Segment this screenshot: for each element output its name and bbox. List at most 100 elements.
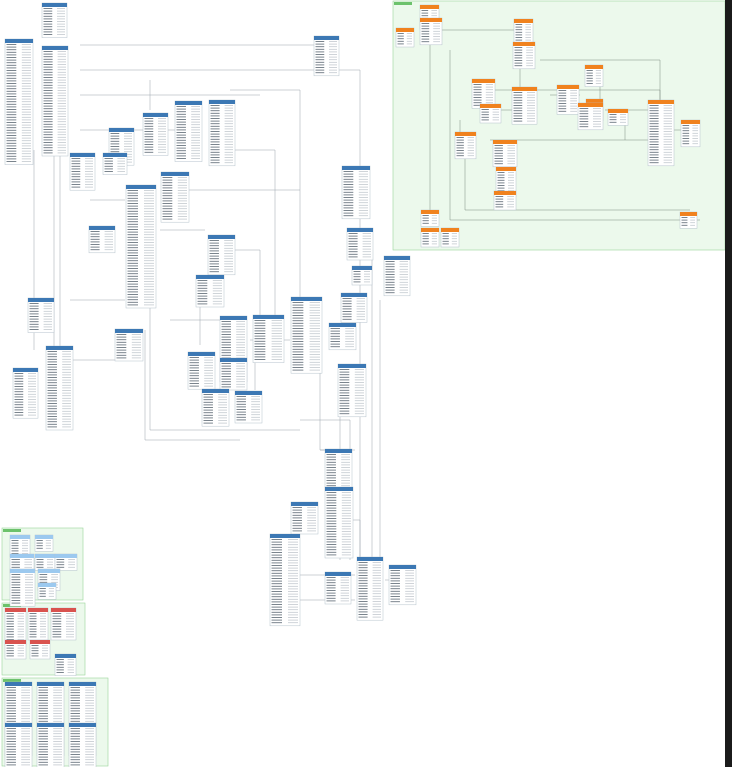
entity-table-header[interactable] <box>357 557 383 561</box>
entity-table-header[interactable] <box>513 42 535 46</box>
entity-table-header[interactable] <box>69 723 96 727</box>
entity-table-header[interactable] <box>35 535 53 539</box>
entity-table-header[interactable] <box>384 256 410 260</box>
entity-table-header[interactable] <box>5 39 33 43</box>
entity-table-header[interactable] <box>480 104 501 108</box>
entity-table-header[interactable] <box>608 109 628 113</box>
entity-table-header[interactable] <box>680 212 697 216</box>
entity-table-header[interactable] <box>493 140 517 144</box>
entity-table[interactable] <box>160 171 190 223</box>
entity-table-header[interactable] <box>578 103 603 107</box>
entity-table-header[interactable] <box>37 723 64 727</box>
entity-table-header[interactable] <box>342 166 370 170</box>
entity-table-header[interactable] <box>494 191 516 195</box>
entity-table-header[interactable] <box>455 132 476 136</box>
entity-table[interactable] <box>174 100 203 162</box>
entity-table-header[interactable] <box>585 65 603 69</box>
entity-table-header[interactable] <box>10 569 35 573</box>
entity-table-header[interactable] <box>196 275 224 279</box>
entity-table-header[interactable] <box>51 608 76 612</box>
entity-table[interactable] <box>340 292 368 323</box>
entity-table[interactable] <box>207 234 236 276</box>
entity-table-header[interactable] <box>55 554 77 558</box>
entity-table-header[interactable] <box>235 391 262 395</box>
entity-table[interactable] <box>68 722 97 767</box>
entity-table-header[interactable] <box>175 101 202 105</box>
entity-table[interactable] <box>556 84 580 115</box>
entity-table-header[interactable] <box>512 87 537 91</box>
entity-table-header[interactable] <box>28 298 54 302</box>
entity-table-header[interactable] <box>420 18 442 22</box>
entity-table-header[interactable] <box>208 235 235 239</box>
entity-table-header[interactable] <box>5 723 32 727</box>
entity-table[interactable] <box>383 255 411 297</box>
entity-table-header[interactable] <box>496 167 516 171</box>
entity-table-header[interactable] <box>161 172 189 176</box>
entity-table-header[interactable] <box>69 682 96 686</box>
entity-table-header[interactable] <box>202 389 229 393</box>
entity-table-header[interactable] <box>10 535 30 539</box>
entity-table-header[interactable] <box>291 297 322 301</box>
entity-table-header[interactable] <box>557 85 579 89</box>
entity-table[interactable] <box>290 296 323 374</box>
entity-table-header[interactable] <box>220 358 247 362</box>
entity-table-header[interactable] <box>38 583 56 587</box>
entity-table-header[interactable] <box>5 640 26 644</box>
entity-table-header[interactable] <box>188 352 215 356</box>
entity-table-header[interactable] <box>291 502 318 506</box>
entity-table-header[interactable] <box>28 608 48 612</box>
entity-table-header[interactable] <box>347 228 373 232</box>
entity-table-header[interactable] <box>126 185 156 189</box>
entity-table-header[interactable] <box>648 100 674 104</box>
entity-table-header[interactable] <box>143 113 168 117</box>
entity-table-header[interactable] <box>421 228 439 232</box>
entity-table-header[interactable] <box>42 46 68 50</box>
entity-table-header[interactable] <box>681 120 700 124</box>
entity-table-header[interactable] <box>352 266 372 270</box>
entity-table-header[interactable] <box>35 554 55 558</box>
entity-table[interactable] <box>12 367 39 419</box>
entity-table-header[interactable] <box>329 323 356 327</box>
entity-table-header[interactable] <box>514 19 533 23</box>
entity-table-header[interactable] <box>441 228 459 232</box>
entity-table[interactable] <box>208 99 236 167</box>
entity-table-header[interactable] <box>270 534 300 538</box>
entity-table-header[interactable] <box>38 569 60 573</box>
entity-table[interactable] <box>125 184 157 309</box>
entity-table-header[interactable] <box>420 5 439 9</box>
entity-table-header[interactable] <box>115 329 143 333</box>
entity-table-header[interactable] <box>37 682 64 686</box>
entity-table-header[interactable] <box>338 364 366 368</box>
entity-table-header[interactable] <box>103 153 127 157</box>
entity-table-header[interactable] <box>220 316 247 320</box>
entity-table[interactable] <box>36 722 65 767</box>
entity-table-header[interactable] <box>5 608 26 612</box>
entity-table-header[interactable] <box>253 315 284 319</box>
entity-table[interactable] <box>4 722 33 767</box>
entity-table-header[interactable] <box>341 293 367 297</box>
entity-table[interactable] <box>313 35 340 77</box>
entity-table-header[interactable] <box>89 226 115 230</box>
entity-table-header[interactable] <box>70 153 95 157</box>
entity-table-header[interactable] <box>325 449 352 453</box>
entity-table-header[interactable] <box>314 36 339 40</box>
entity-table[interactable] <box>647 99 675 167</box>
entity-table-header[interactable] <box>389 565 416 569</box>
entity-table-header[interactable] <box>325 572 351 576</box>
entity-table-header[interactable] <box>421 210 439 214</box>
entity-table-header[interactable] <box>209 100 235 104</box>
entity-table-header[interactable] <box>396 28 414 32</box>
entity-table-header[interactable] <box>586 99 603 103</box>
entity-table-header[interactable] <box>5 682 32 686</box>
entity-table-header[interactable] <box>472 79 495 83</box>
entity-table-header[interactable] <box>30 640 50 644</box>
entity-table-header[interactable] <box>46 346 73 350</box>
entity-table[interactable] <box>324 486 354 559</box>
vertical-scrollbar[interactable] <box>725 0 732 767</box>
entity-table-header[interactable] <box>42 3 67 7</box>
entity-table-header[interactable] <box>55 654 76 658</box>
entity-table-header[interactable] <box>325 487 353 491</box>
entity-table-header[interactable] <box>13 368 38 372</box>
